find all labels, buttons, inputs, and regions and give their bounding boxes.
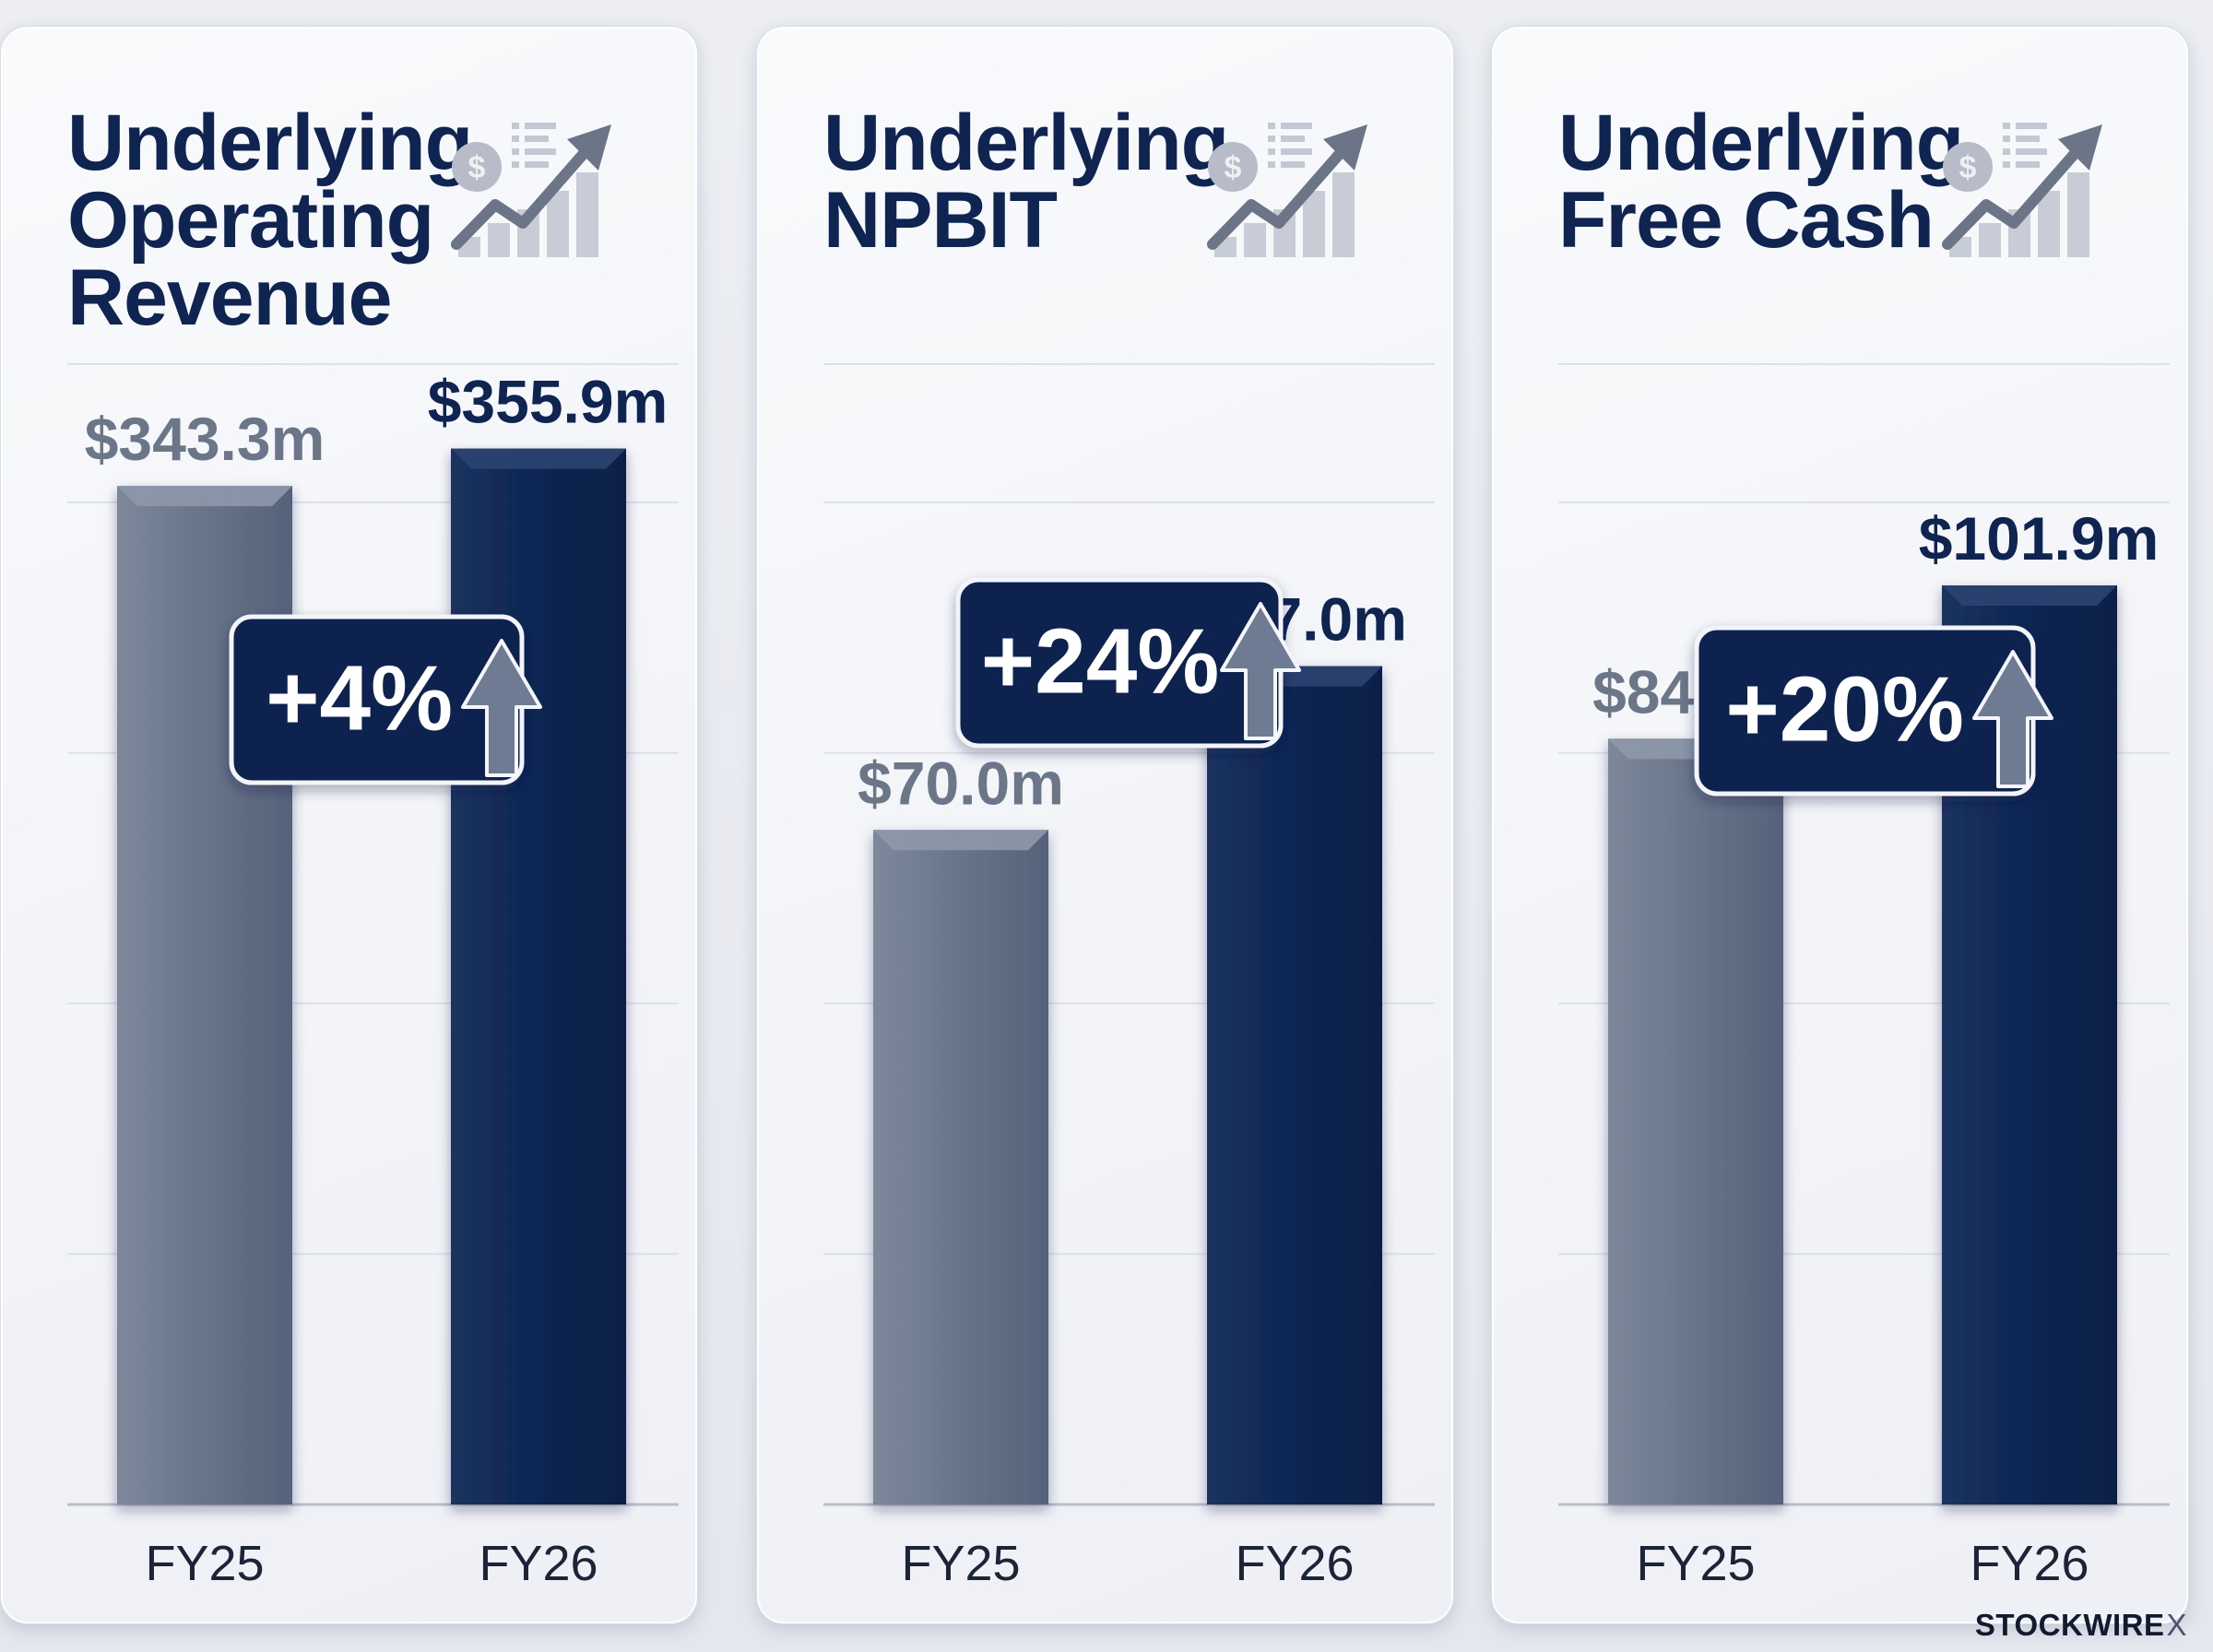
chart-title-line: Underlying — [823, 99, 1229, 187]
growth-chart-icon: $ — [449, 99, 624, 283]
bar-chart: $343.3m FY25 $355.9m FY26 +4% — [67, 363, 679, 1591]
chart-title: Underlying Operating Revenue — [67, 99, 501, 342]
category-label: FY26 — [479, 1536, 598, 1591]
chart-title: Underlying NPBIT — [823, 99, 1257, 265]
category-label: FY25 — [901, 1536, 1020, 1591]
value-label-fy25: $343.3m — [85, 405, 325, 473]
change-label: +20% — [1725, 657, 1964, 761]
chart-title: Underlying Free Cash — [1558, 99, 1992, 265]
chart-title-line: NPBIT — [823, 176, 1058, 265]
bar-bevel — [451, 448, 626, 469]
bar-fy26 — [451, 448, 626, 1505]
up-arrow-icon — [461, 639, 542, 777]
svg-text:$: $ — [468, 150, 486, 185]
chart-title-line: Underlying — [1558, 99, 1964, 187]
category-label: FY25 — [145, 1536, 264, 1591]
bar-fy25 — [873, 830, 1048, 1504]
growth-chart-icon: $ — [1205, 99, 1380, 283]
bar-bevel — [873, 830, 1048, 851]
change-label: +4% — [266, 646, 453, 749]
brand-name: STOCKWIRE — [1974, 1608, 2165, 1642]
category-label: FY26 — [1970, 1536, 2089, 1591]
bar-fy26 — [1207, 666, 1382, 1504]
bar-bevel — [117, 486, 292, 507]
chart-title-line: Revenue — [67, 254, 393, 342]
up-arrow-icon — [1972, 650, 2053, 788]
value-label-fy26: $355.9m — [428, 368, 669, 436]
chart-title-line: Underlying — [67, 99, 473, 187]
bar-fy25 — [1608, 738, 1783, 1504]
category-label: FY26 — [1235, 1536, 1354, 1591]
growth-chart-dollar-icon: $ — [451, 123, 611, 257]
chart-title-line: Operating — [67, 176, 434, 265]
chart-panel: Underlying Operating Revenue $ $343.3m FY25 $3… — [0, 26, 698, 1624]
chart-panel: Underlying NPBIT $ $70.0m FY25 $87.0m FY26 +24% — [756, 26, 1454, 1624]
growth-chart-dollar-icon: $ — [1942, 123, 2102, 257]
brand-logo: STOCKWIREX — [1975, 1608, 2187, 1643]
value-label-fy25: $70.0m — [858, 749, 1064, 817]
change-label: +24% — [981, 609, 1220, 713]
value-label-fy26: $101.9m — [1919, 504, 2160, 572]
chart-title-line: Free Cash — [1558, 176, 1935, 265]
svg-text:$: $ — [1225, 150, 1242, 185]
up-arrow-icon — [1220, 602, 1301, 740]
change-badge: +4% — [229, 614, 542, 785]
change-badge: +24% — [955, 577, 1301, 749]
change-badge: +20% — [1694, 625, 2053, 796]
growth-chart-icon: $ — [1940, 99, 2115, 283]
bar-bevel — [1942, 585, 2117, 607]
growth-chart-dollar-icon: $ — [1207, 123, 1367, 257]
category-label: FY25 — [1636, 1536, 1755, 1591]
brand-mark: X — [2166, 1608, 2187, 1642]
svg-text:$: $ — [1959, 150, 1977, 185]
